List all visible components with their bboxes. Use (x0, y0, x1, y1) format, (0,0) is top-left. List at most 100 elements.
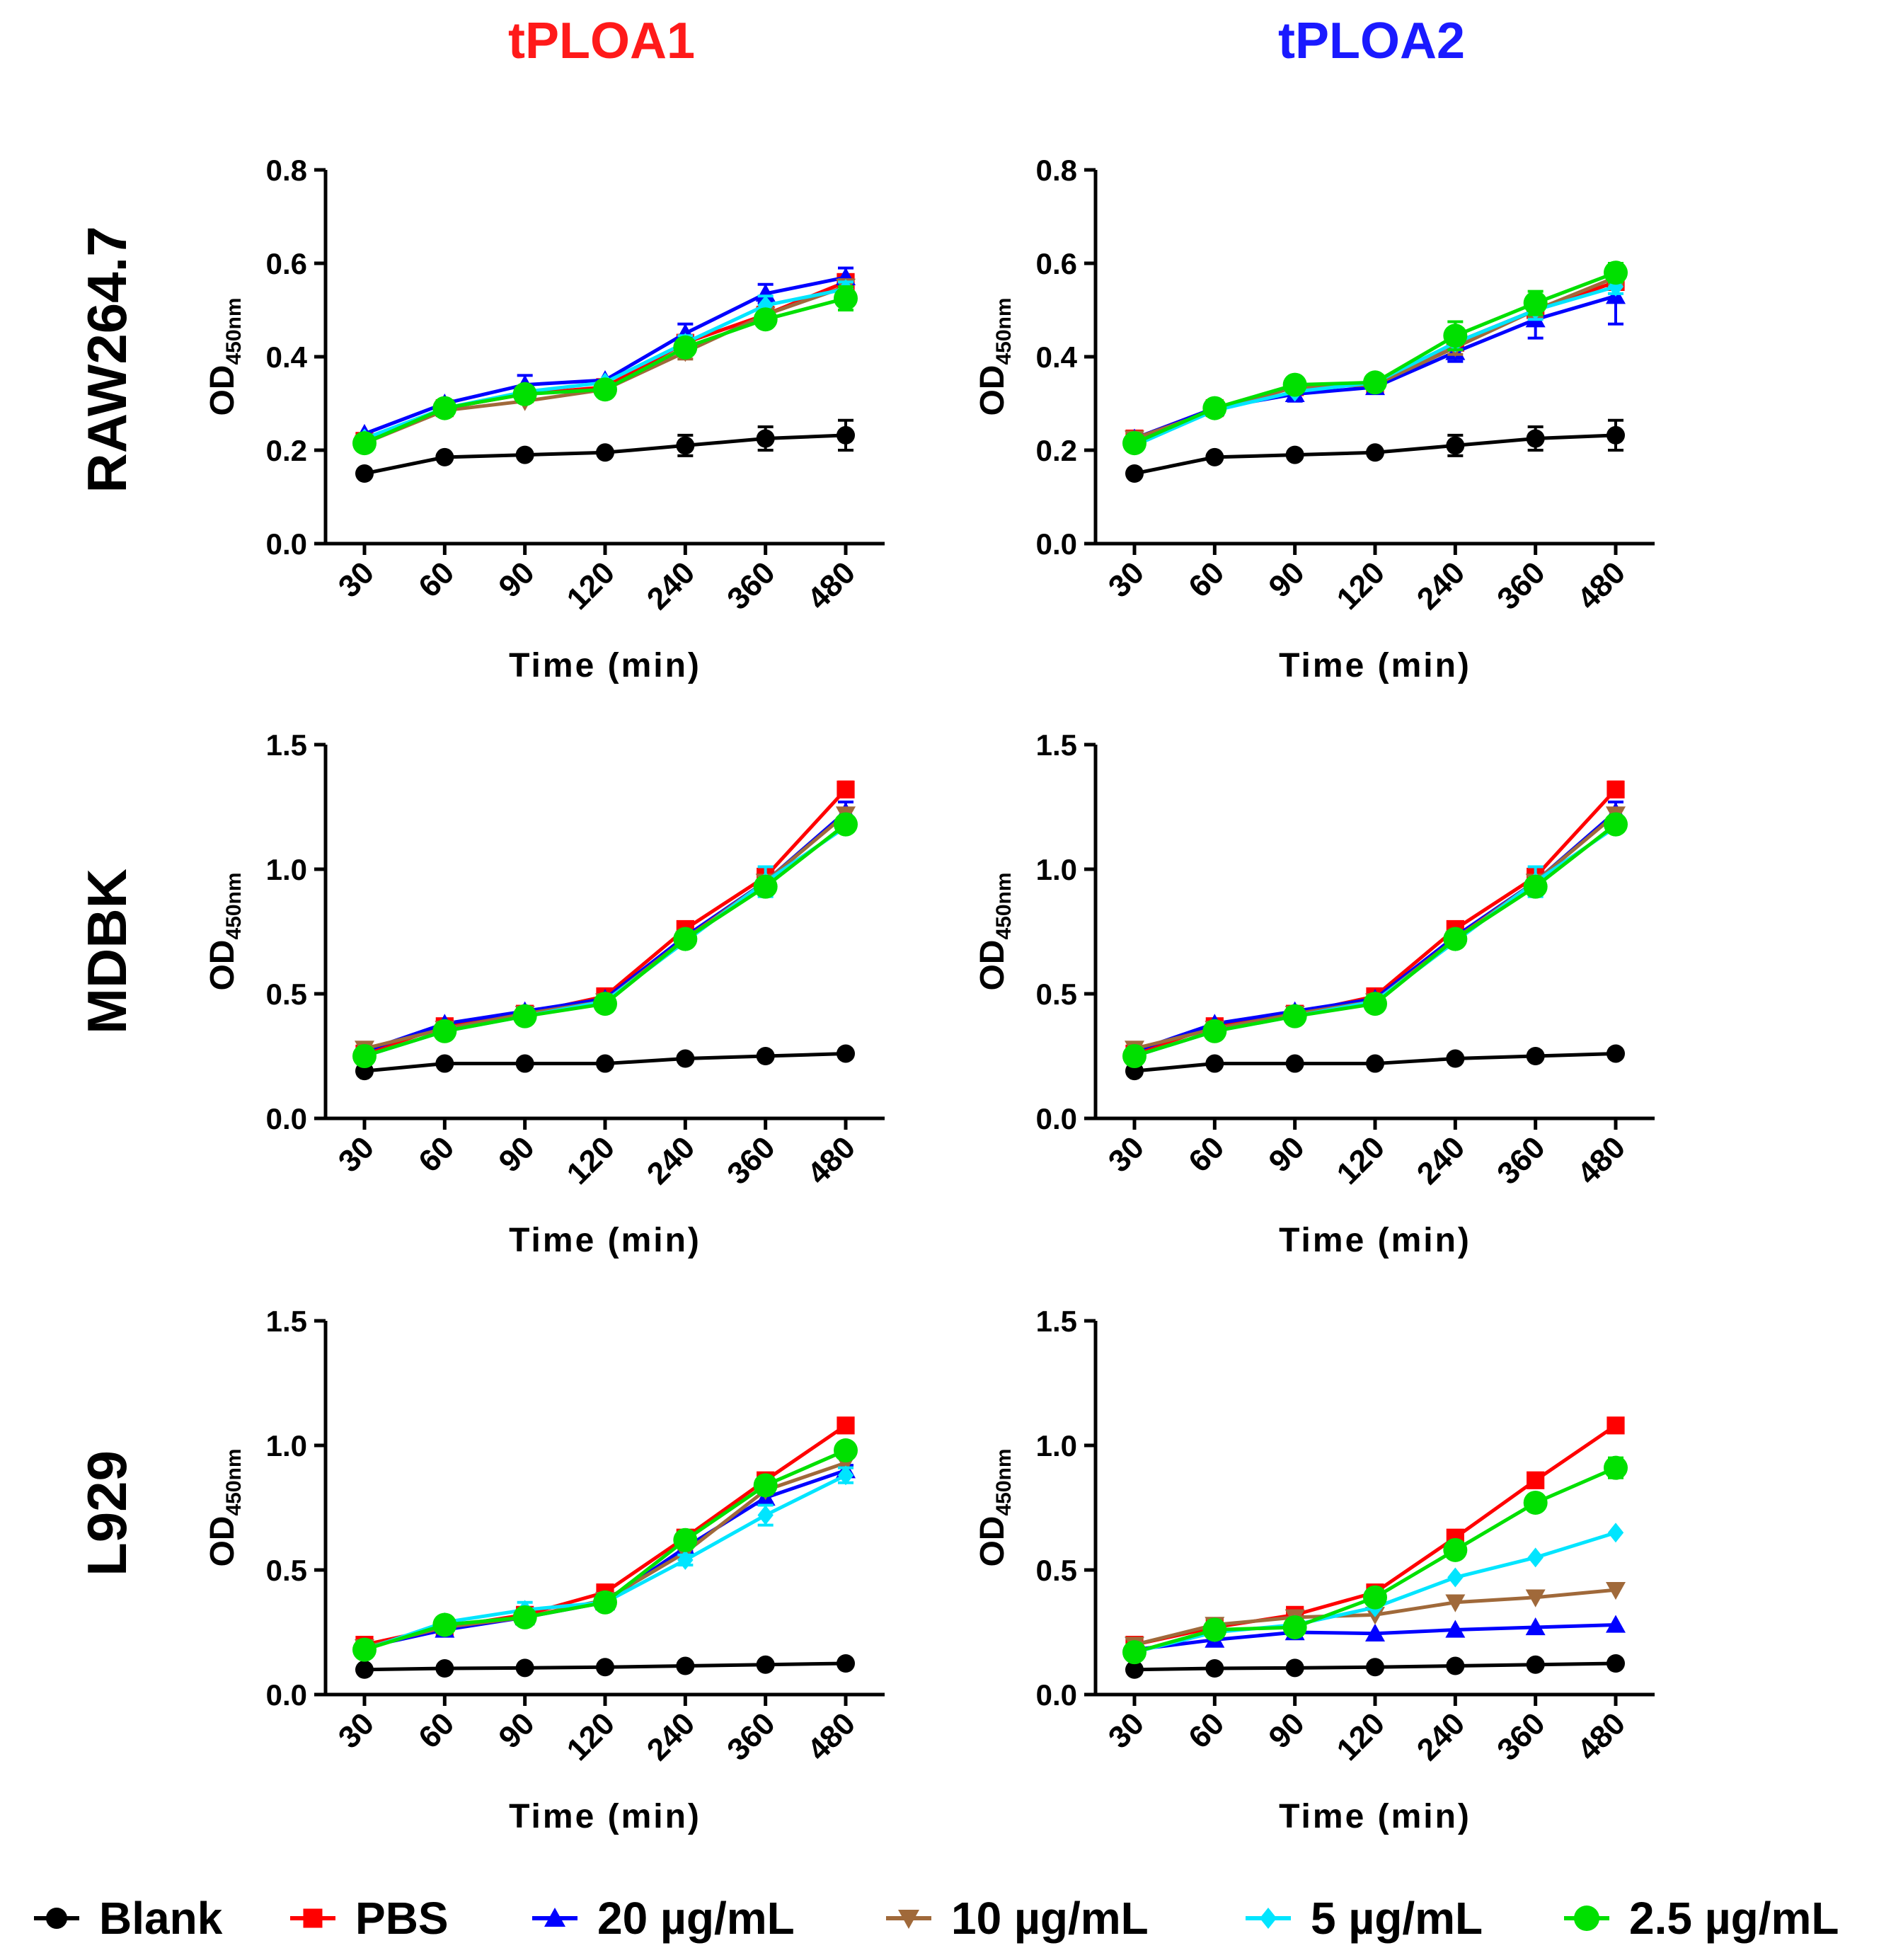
data-point (1443, 927, 1468, 951)
y-tick-label: 0.8 (1036, 154, 1077, 187)
data-point (1285, 1054, 1304, 1073)
data-point (1446, 436, 1465, 455)
data-point (753, 874, 778, 899)
data-point (1446, 1049, 1465, 1068)
data-point (837, 1416, 855, 1435)
data-point (1607, 425, 1625, 445)
y-tick-label: 0.0 (1036, 1678, 1077, 1712)
y-axis-title: OD450nm (204, 1448, 246, 1566)
y-axis-title: OD450nm (204, 872, 246, 990)
y-tick-label: 0.2 (266, 434, 307, 467)
x-tick-label: 30 (1102, 1130, 1151, 1179)
data-point (1527, 1547, 1544, 1568)
column-title-tploa1: tPLOA1 (508, 13, 695, 69)
data-point (673, 335, 698, 360)
data-point (753, 1473, 778, 1498)
x-tick-label: 480 (801, 1130, 863, 1191)
data-point (1282, 1004, 1307, 1028)
series-2-5 (352, 1438, 858, 1662)
series-5 (356, 279, 854, 449)
data-point (1365, 1623, 1385, 1641)
data-point (1446, 1656, 1465, 1675)
data-point (355, 1660, 374, 1679)
legend-item-2-5: 2.5 µg/mL (1564, 1893, 1839, 1944)
x-tick-label: 360 (1490, 555, 1552, 617)
chart-l929-tploa1: 0.0 0.5 1.0 1.5 30 60 90 120 240 360 480 Time (min)… (204, 1305, 885, 1835)
y-tick-label: 0.2 (1036, 434, 1077, 467)
y-tick-label: 1.5 (1036, 728, 1077, 762)
y-tick-label: 0.5 (1036, 1554, 1077, 1587)
y-tick-label: 0.6 (1036, 247, 1077, 280)
y-tick-label: 0.4 (266, 340, 308, 374)
chart-l929-tploa2: 0.0 0.5 1.0 1.5 30 60 90 120 240 360 480 Time (min)… (974, 1305, 1655, 1835)
data-point (432, 396, 457, 420)
series-Blank (355, 1044, 855, 1081)
x-tick-label: 90 (492, 1706, 541, 1755)
data-point (435, 447, 454, 466)
x-tick-label: 240 (1410, 1706, 1472, 1767)
legend-label: 20 µg/mL (597, 1893, 795, 1944)
data-point (1282, 1615, 1307, 1639)
chart-raw-tploa1: 0.0 0.2 0.4 0.6 0.8 30 60 90 120 240 360 480 Time (m… (204, 154, 885, 684)
data-point (1445, 1620, 1466, 1638)
series-2-5 (1122, 812, 1628, 1068)
data-point (834, 1438, 858, 1463)
series-2-5 (1122, 260, 1628, 456)
data-point (1604, 260, 1628, 285)
legend-marker (303, 1908, 323, 1928)
x-axis-title: Time (min) (509, 1222, 701, 1259)
data-point (1443, 1537, 1468, 1562)
y-axis-title: OD450nm (974, 872, 1016, 990)
legend-label: Blank (99, 1893, 223, 1944)
data-point (512, 382, 537, 406)
x-tick-label: 90 (1262, 555, 1311, 604)
x-tick-label: 240 (640, 555, 702, 617)
data-point (1282, 372, 1307, 397)
y-tick-label: 1.0 (1036, 1429, 1077, 1462)
legend-label: 5 µg/mL (1311, 1893, 1483, 1944)
data-point (352, 1637, 377, 1662)
legend-item-5: 5 µg/mL (1246, 1893, 1483, 1944)
x-tick-label: 480 (1571, 1130, 1633, 1191)
data-point (435, 1659, 454, 1678)
data-point (1122, 1640, 1146, 1665)
chart-mdbk-tploa2: 0.0 0.5 1.0 1.5 30 60 90 120 240 360 480 Time (min)… (974, 728, 1655, 1259)
data-point (677, 1549, 694, 1570)
series-10 (355, 278, 856, 454)
data-point (352, 1044, 377, 1068)
data-point (1202, 396, 1227, 420)
x-tick-label: 90 (1262, 1706, 1311, 1755)
data-point (596, 443, 614, 462)
data-point (1607, 780, 1625, 798)
legend-label: 2.5 µg/mL (1629, 1893, 1839, 1944)
x-tick-label: 240 (640, 1130, 702, 1191)
series-Blank (1125, 1654, 1625, 1679)
x-tick-label: 60 (1182, 555, 1231, 604)
data-point (515, 1054, 534, 1073)
data-point (515, 445, 534, 464)
series-2-5 (352, 812, 858, 1068)
data-point (1607, 1654, 1625, 1673)
chart-raw-tploa2: 0.0 0.2 0.4 0.6 0.8 30 60 90 120 240 360 480 Time (m… (974, 154, 1655, 684)
data-point (1607, 277, 1624, 297)
series-Blank (355, 1654, 855, 1679)
data-point (1285, 1658, 1304, 1678)
data-point (837, 1044, 855, 1063)
data-point (756, 1655, 775, 1674)
data-point (1526, 1655, 1545, 1674)
x-axis-title: Time (min) (509, 1798, 701, 1835)
y-tick-label: 1.5 (266, 728, 307, 762)
y-tick-label: 0.5 (1036, 978, 1077, 1011)
data-point (1363, 992, 1387, 1016)
y-tick-label: 0.6 (266, 247, 307, 280)
data-point (1525, 1617, 1546, 1636)
x-tick-label: 480 (1571, 555, 1633, 617)
data-point (593, 1590, 617, 1615)
row-title-l929: L929 (76, 1450, 138, 1576)
data-point (673, 1528, 698, 1552)
data-point (596, 1658, 614, 1677)
data-point (837, 780, 855, 798)
x-tick-label: 60 (1182, 1706, 1231, 1755)
